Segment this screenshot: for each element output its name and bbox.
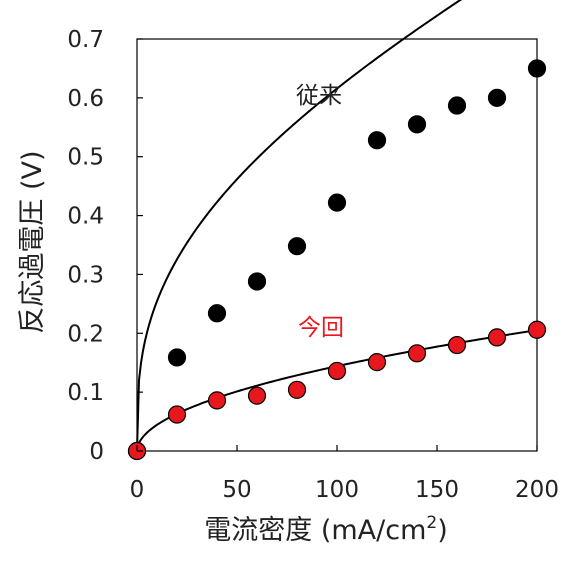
y-tick-label: 0.1	[67, 380, 104, 406]
y-tick-label: 0.4	[67, 204, 104, 230]
x-axis-title-close: )	[437, 515, 448, 546]
data-point-conventional	[527, 59, 547, 78]
y-tick-label: 0.7	[67, 27, 104, 53]
data-point-conventional	[207, 304, 227, 323]
fit-line-new	[136, 329, 538, 452]
x-tick-label: 50	[222, 477, 251, 503]
x-axis-title-main: 電流密度 (mA/cm	[204, 515, 426, 546]
data-point-new	[287, 380, 307, 399]
x-tick-label: 0	[130, 477, 145, 503]
y-tick-label: 0.6	[67, 86, 104, 112]
data-points	[127, 59, 547, 461]
axis-ticks: 0 50 100 150 200 0 0.1 0.2 0.3 0.4 0.5 0.6 0.7	[67, 27, 559, 503]
data-point-conventional	[167, 348, 187, 367]
data-point-conventional	[407, 115, 427, 134]
data-point-new	[487, 328, 507, 347]
x-axis-title: 電流密度 (mA/cm2)	[204, 513, 448, 546]
y-tick-label: 0.3	[67, 262, 104, 288]
y-axis-title: 反応過電圧 (V)	[17, 150, 48, 333]
fit-lines	[136, 0, 538, 452]
data-point-conventional	[247, 272, 267, 291]
series-label-new: 今回	[298, 315, 344, 341]
data-point-new	[527, 320, 547, 339]
data-point-new	[247, 386, 267, 405]
x-tick-label: 100	[315, 477, 359, 503]
data-point-conventional	[327, 193, 347, 212]
data-point-new	[167, 405, 187, 424]
y-tick-label: 0	[89, 439, 104, 465]
data-point-new	[407, 344, 427, 363]
data-point-new	[207, 391, 227, 410]
data-point-conventional	[447, 96, 467, 115]
data-point-new	[327, 361, 347, 381]
x-tick-label: 200	[515, 477, 559, 503]
data-point-new	[367, 353, 387, 372]
x-tick-label: 150	[415, 477, 459, 503]
data-point-conventional	[487, 88, 507, 107]
fit-line-conventional	[136, 0, 463, 452]
data-point-new	[447, 335, 467, 355]
x-axis-title-superscript: 2	[426, 513, 437, 533]
data-point-conventional	[287, 237, 307, 256]
series-label-conventional: 従来	[296, 83, 342, 109]
data-point-conventional	[367, 131, 387, 150]
y-tick-label: 0.2	[67, 321, 104, 347]
y-tick-label: 0.5	[67, 145, 104, 171]
